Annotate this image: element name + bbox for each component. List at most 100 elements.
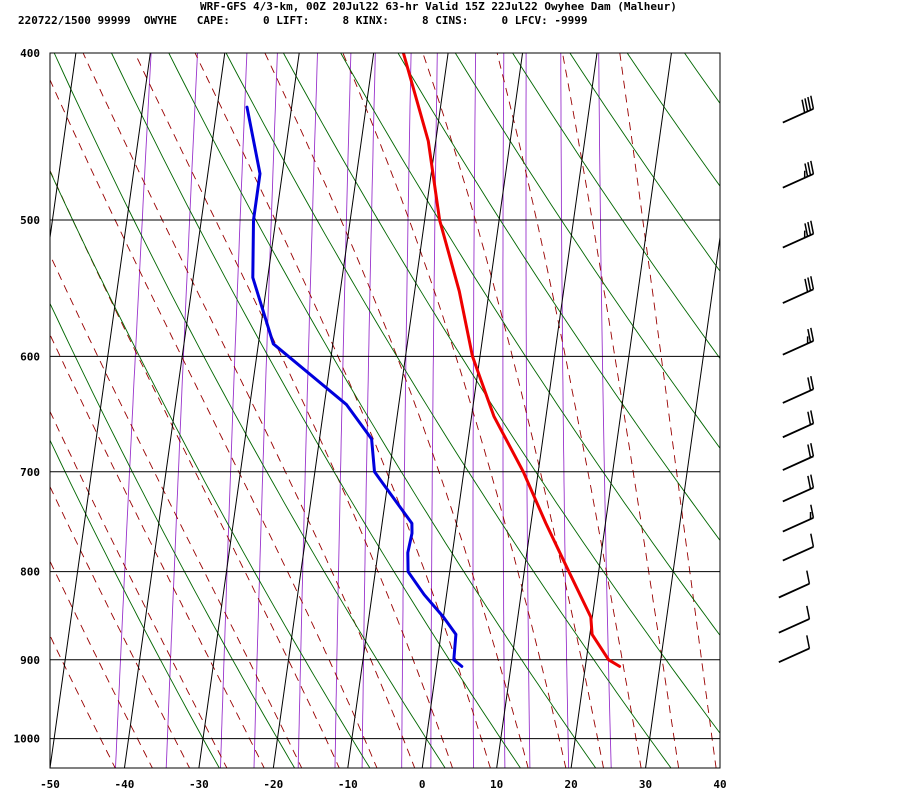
- pressure-tick-label: 900: [20, 654, 40, 667]
- moist-adiabat: [562, 53, 680, 768]
- wind-barb: [782, 375, 815, 404]
- isotherm-line: [347, 53, 449, 768]
- dry-adiabat: [168, 53, 597, 768]
- mixing-ratio-line: [165, 53, 198, 768]
- isotherm-line: [496, 53, 598, 768]
- moist-adiabat: [50, 634, 116, 768]
- wind-barb: [778, 605, 811, 634]
- barb-staff: [782, 455, 814, 471]
- moist-adiabat: [50, 410, 228, 768]
- mixing-ratio-line: [502, 53, 506, 768]
- grid-lines: [0, 15, 720, 768]
- barb-flag: [810, 95, 815, 109]
- wind-barb: [782, 474, 815, 503]
- dry-adiabat: [397, 53, 720, 542]
- temperature-tick-label: -50: [40, 778, 60, 791]
- barb-staff: [782, 340, 814, 356]
- chart-title: WRF-GFS 4/3-km, 00Z 20Jul22 63-hr Valid …: [200, 0, 677, 13]
- isotherm-line: [645, 233, 720, 768]
- barb-staff: [782, 422, 814, 439]
- dry-adiabat: [53, 53, 446, 768]
- sounding-stats: 220722/1500 99999 OWYHE CAPE: 0 LIFT: 8 …: [18, 14, 588, 27]
- plot-frame: [49, 52, 721, 769]
- dry-adiabat: [225, 53, 672, 768]
- wind-barb: [778, 570, 811, 599]
- pressure-tick-label: 800: [20, 566, 40, 579]
- moist-adiabat: [496, 53, 642, 768]
- barb-flag: [806, 635, 811, 649]
- dry-adiabat: [50, 439, 220, 768]
- barb-flag: [810, 276, 815, 290]
- moist-adiabat: [50, 78, 378, 768]
- temperature-tick-labels: -50 -40 -30 -20 -10 0 10 20 30 40: [40, 778, 727, 791]
- barb-staff: [782, 486, 814, 503]
- moist-adiabat: [422, 53, 604, 768]
- barb-flag: [810, 160, 815, 175]
- isotherm-line: [0, 15, 7, 768]
- mixing-ratio-line: [220, 53, 248, 768]
- isotherm-line: [50, 53, 77, 242]
- mixing-ratio-line: [525, 53, 531, 768]
- barb-flag: [806, 570, 811, 584]
- isotherm-line: [123, 53, 226, 768]
- barb-flag: [801, 99, 806, 113]
- barb-flag: [810, 533, 815, 547]
- pressure-tick-labels: 400 500 600 700 800 900 1000: [14, 47, 41, 746]
- barb-flag: [804, 223, 809, 237]
- mixing-ratio-line: [472, 53, 477, 768]
- mixing-ratio-line: [430, 53, 438, 768]
- moist-adiabat: [50, 485, 191, 768]
- mixing-ratio-line: [361, 53, 376, 768]
- dry-adiabat: [111, 53, 521, 768]
- dry-adiabat: [454, 53, 720, 449]
- moist-adiabat: [82, 53, 416, 768]
- moist-adiabat: [194, 53, 491, 768]
- barb-staff: [778, 618, 810, 634]
- moist-adiabat: [342, 53, 567, 768]
- barb-flag: [807, 96, 812, 111]
- barb-flag: [810, 220, 815, 234]
- dry-adiabat: [714, 15, 900, 783]
- dry-adiabat: [50, 170, 371, 768]
- dry-adiabat: [512, 53, 720, 360]
- mixing-ratio-line: [297, 53, 318, 768]
- pressure-tick-label: 400: [20, 47, 40, 60]
- moist-adiabat: [134, 53, 453, 768]
- wind-barb: [782, 410, 815, 439]
- isotherm-line: [272, 53, 375, 768]
- dry-adiabat: [884, 15, 900, 783]
- barb-flag: [810, 410, 815, 424]
- temperature-profile: [401, 53, 622, 668]
- dry-adiabat: [683, 53, 720, 105]
- wind-barb: [782, 95, 815, 124]
- barb-flag: [810, 375, 815, 390]
- barb-staff: [782, 108, 814, 124]
- temperature-tick-label: -40: [115, 778, 135, 791]
- wind-barb: [782, 327, 815, 356]
- temperature-tick-label: 10: [490, 778, 503, 791]
- temperature-tick-label: -10: [338, 778, 358, 791]
- isotherm-line: [50, 53, 151, 768]
- barb-flag: [804, 98, 809, 112]
- dry-adiabat: [626, 53, 720, 187]
- wind-barb: [782, 443, 815, 471]
- barb-staff: [778, 647, 810, 664]
- isotherm-line: [198, 53, 300, 768]
- temperature-tick-label: 30: [639, 778, 652, 791]
- pressure-tick-label: 600: [20, 350, 40, 363]
- mixing-ratio-line: [598, 53, 612, 768]
- dry-adiabat: [771, 15, 900, 783]
- pressure-tick-label: 700: [20, 466, 40, 479]
- wind-barb: [782, 160, 815, 189]
- barb-flag: [807, 377, 812, 391]
- temperature-tick-label: 40: [713, 778, 726, 791]
- moist-adiabat: [50, 560, 153, 768]
- wind-barb: [782, 276, 815, 304]
- moist-adiabats: [50, 53, 717, 768]
- wind-barb-column: [778, 95, 815, 664]
- profiles: [245, 53, 622, 668]
- mixing-ratio-line: [115, 53, 152, 768]
- barb-flag: [807, 444, 812, 458]
- barb-staff: [782, 233, 814, 249]
- dry-adiabat: [50, 302, 296, 768]
